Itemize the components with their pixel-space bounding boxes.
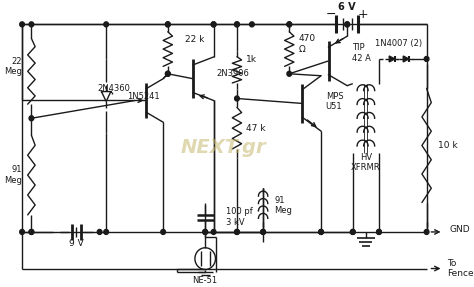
Polygon shape bbox=[403, 56, 409, 62]
Circle shape bbox=[261, 230, 265, 234]
Circle shape bbox=[424, 230, 429, 234]
Polygon shape bbox=[101, 92, 111, 102]
Circle shape bbox=[235, 22, 239, 27]
Circle shape bbox=[165, 22, 170, 27]
Circle shape bbox=[165, 71, 170, 76]
Circle shape bbox=[287, 71, 292, 76]
Circle shape bbox=[235, 230, 239, 234]
Text: 6 V: 6 V bbox=[338, 1, 356, 11]
Polygon shape bbox=[389, 56, 395, 62]
Circle shape bbox=[29, 22, 34, 27]
Circle shape bbox=[287, 22, 292, 27]
Text: GND: GND bbox=[450, 226, 471, 234]
Circle shape bbox=[377, 230, 381, 234]
Circle shape bbox=[203, 230, 208, 234]
Text: MPS
U51: MPS U51 bbox=[326, 92, 343, 111]
Circle shape bbox=[319, 230, 323, 234]
Circle shape bbox=[104, 22, 109, 27]
Text: 22
Meg: 22 Meg bbox=[4, 57, 22, 76]
Text: 1k: 1k bbox=[246, 55, 257, 65]
Circle shape bbox=[29, 230, 34, 234]
Circle shape bbox=[261, 230, 265, 234]
Circle shape bbox=[211, 22, 216, 27]
Text: HV
XFRMR: HV XFRMR bbox=[351, 153, 381, 172]
Circle shape bbox=[165, 71, 170, 76]
Text: 9 V: 9 V bbox=[69, 239, 83, 248]
Circle shape bbox=[29, 230, 34, 234]
Circle shape bbox=[104, 230, 109, 234]
Text: 10 k: 10 k bbox=[438, 141, 457, 150]
Circle shape bbox=[287, 22, 292, 27]
Text: 2N4360: 2N4360 bbox=[97, 84, 130, 93]
Text: 91
Meg: 91 Meg bbox=[274, 195, 292, 215]
Circle shape bbox=[345, 22, 349, 27]
Text: 22 k: 22 k bbox=[185, 35, 204, 44]
Circle shape bbox=[424, 57, 429, 61]
Circle shape bbox=[235, 96, 239, 101]
Text: 470
Ω: 470 Ω bbox=[299, 34, 316, 54]
Text: 2N3906: 2N3906 bbox=[217, 69, 249, 78]
Text: 1N4007 (2): 1N4007 (2) bbox=[375, 39, 423, 48]
Circle shape bbox=[447, 22, 452, 27]
Circle shape bbox=[319, 230, 323, 234]
Circle shape bbox=[350, 230, 355, 234]
Text: 100 pf
3 kV: 100 pf 3 kV bbox=[226, 208, 253, 227]
Text: 1N5241: 1N5241 bbox=[127, 92, 159, 101]
Text: NEXT.gr: NEXT.gr bbox=[180, 138, 266, 158]
Circle shape bbox=[165, 22, 170, 27]
Circle shape bbox=[235, 230, 239, 234]
Circle shape bbox=[29, 116, 34, 121]
Circle shape bbox=[20, 230, 24, 234]
Circle shape bbox=[350, 230, 355, 234]
Text: NE-51: NE-51 bbox=[192, 276, 218, 285]
Circle shape bbox=[250, 22, 254, 27]
Circle shape bbox=[203, 230, 208, 234]
Circle shape bbox=[20, 22, 24, 27]
Text: +: + bbox=[358, 8, 368, 21]
Text: TIP
42 A: TIP 42 A bbox=[352, 43, 371, 63]
Text: To
Fence: To Fence bbox=[447, 259, 474, 278]
Circle shape bbox=[345, 22, 349, 27]
Circle shape bbox=[211, 22, 216, 27]
Text: −: − bbox=[326, 8, 337, 21]
Circle shape bbox=[377, 230, 381, 234]
Circle shape bbox=[235, 22, 239, 27]
Circle shape bbox=[161, 230, 165, 234]
Text: 47 k: 47 k bbox=[246, 124, 266, 133]
Circle shape bbox=[211, 230, 216, 234]
Circle shape bbox=[97, 230, 102, 234]
Text: 91
Meg: 91 Meg bbox=[4, 165, 22, 185]
